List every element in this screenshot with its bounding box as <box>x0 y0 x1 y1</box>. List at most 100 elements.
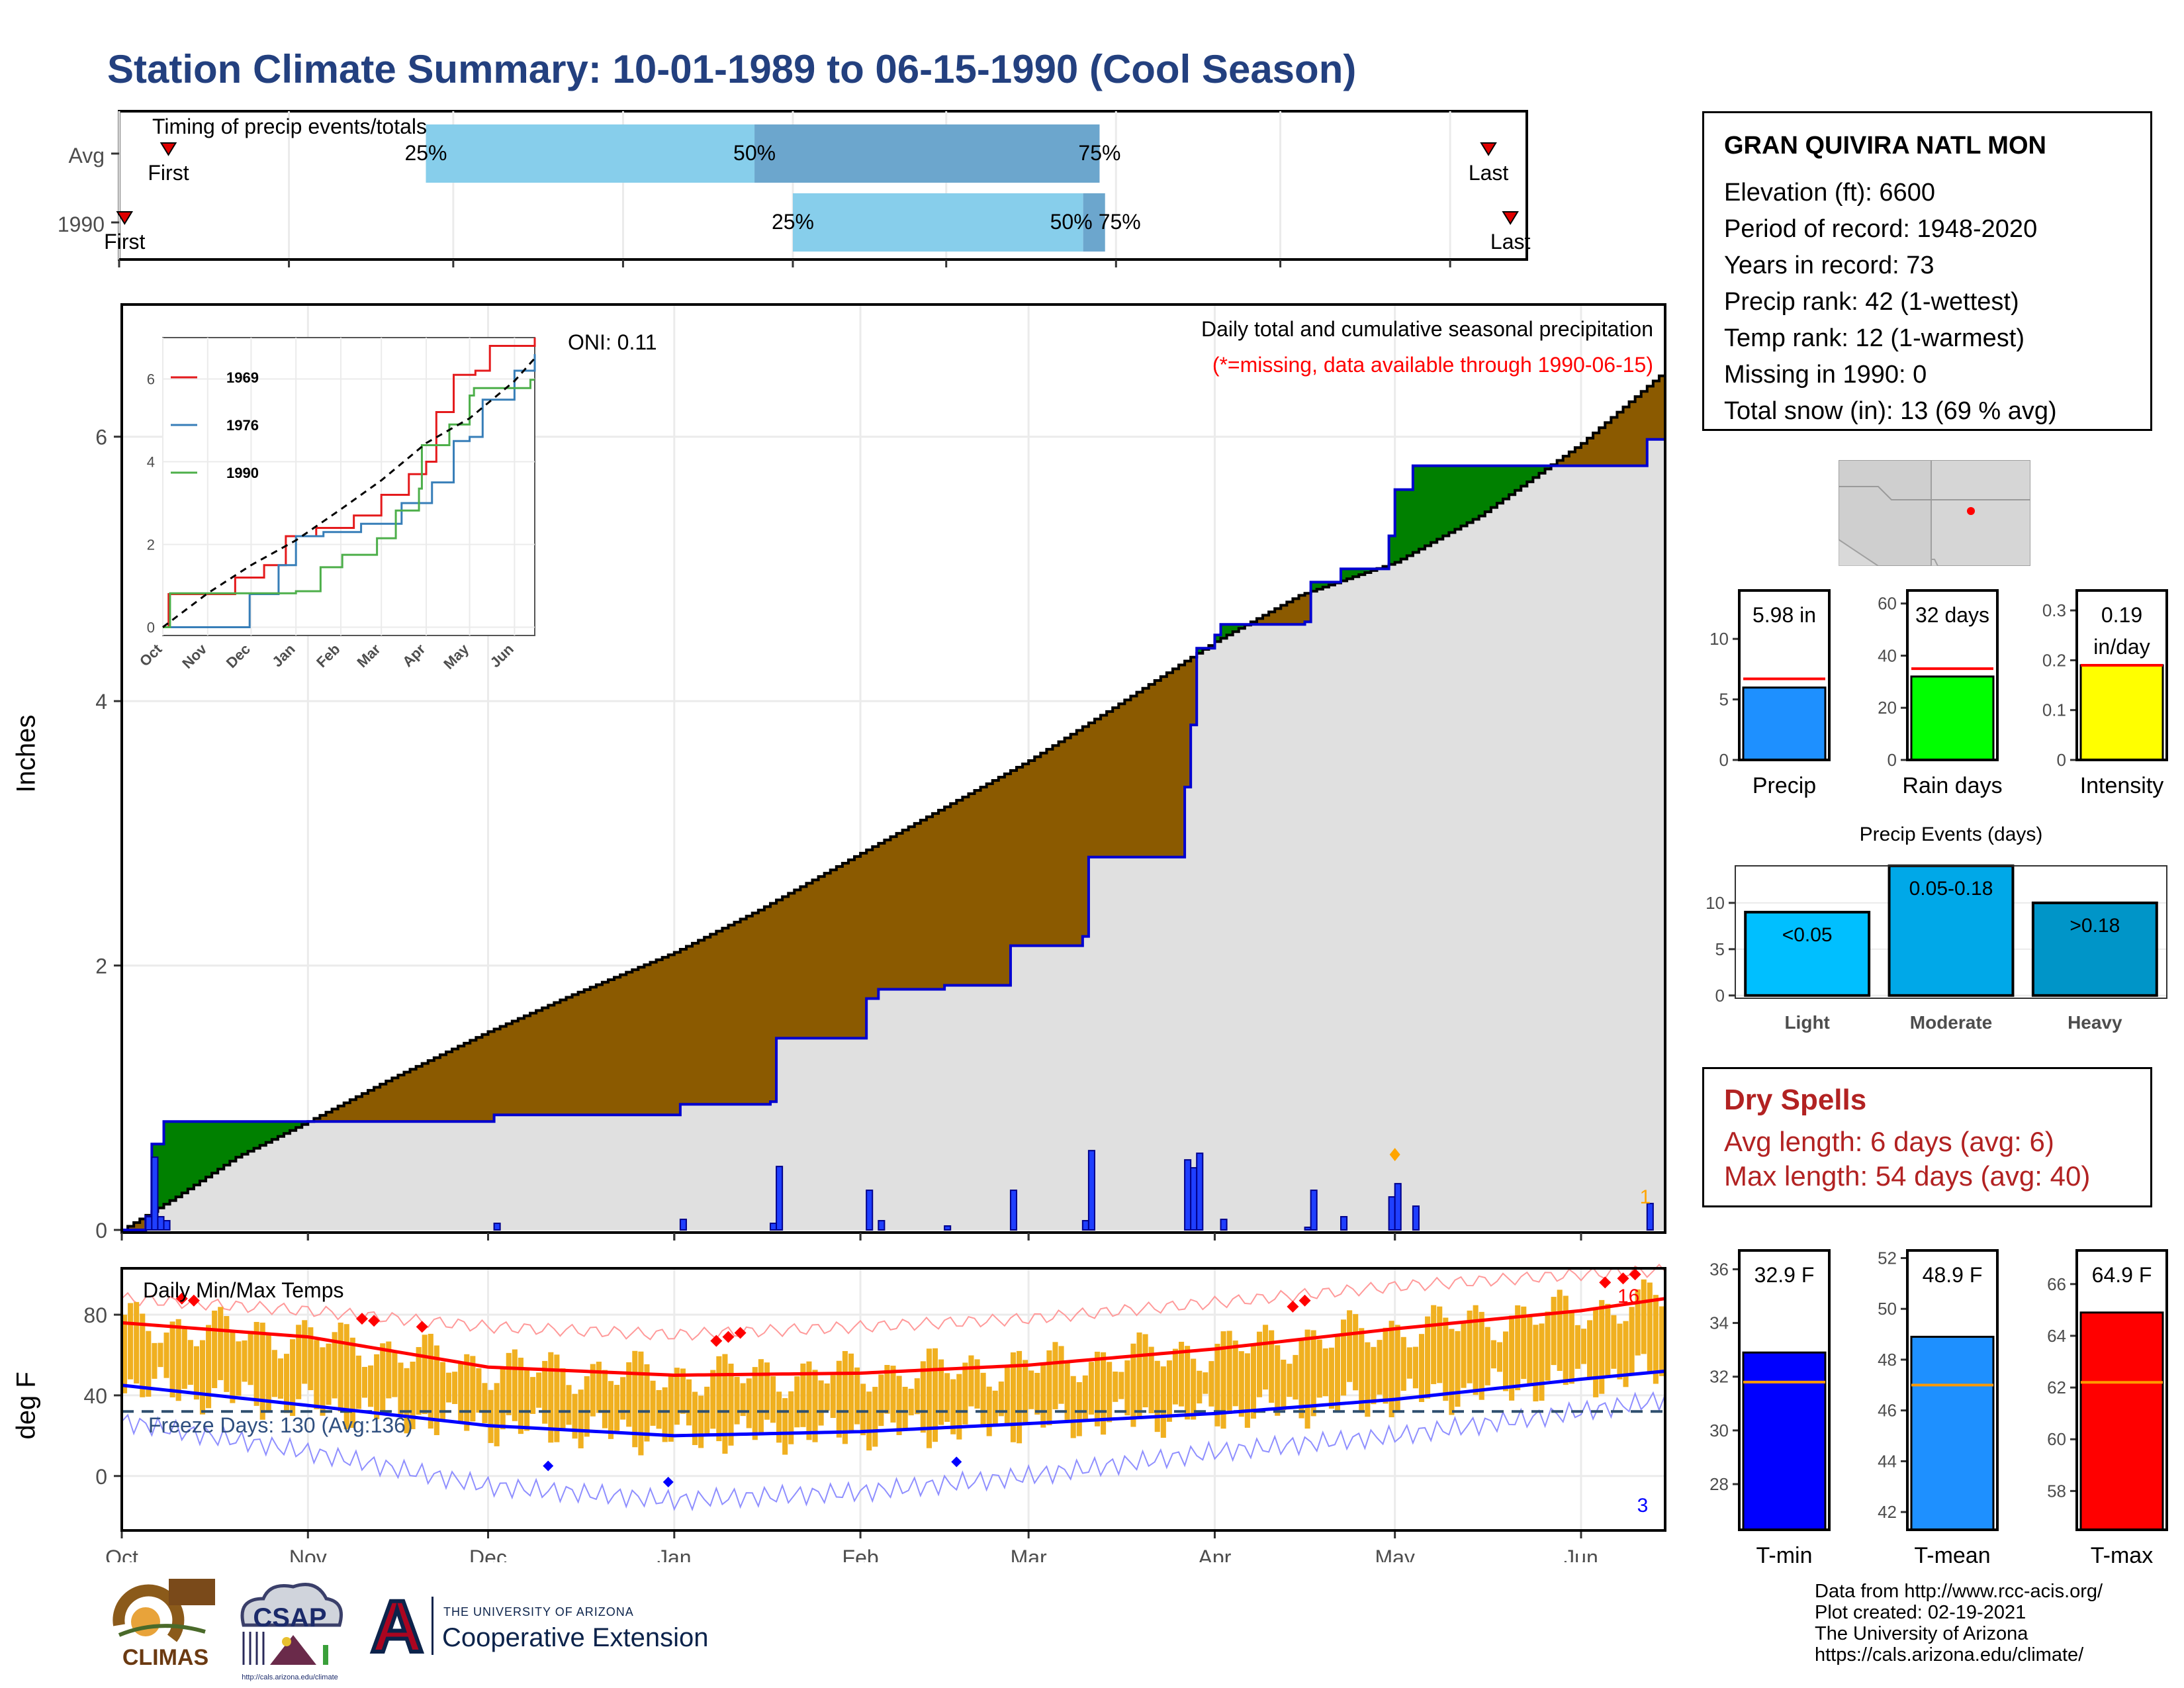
temps-daily-bar-196 <box>1298 1340 1304 1419</box>
footer-credits: Data from http://www.rcc-acis.org/ Plot … <box>1815 1581 2103 1665</box>
temps-daily-bar-85 <box>632 1350 638 1448</box>
temp-summary-2-ytick-label-1: 60 <box>2047 1429 2066 1449</box>
temps-record-high-marker-0 <box>175 1292 188 1305</box>
csap-logo: CSAP http://cals.arizona.edu/climate <box>240 1583 343 1681</box>
temps-daily-bar-48 <box>410 1361 416 1430</box>
temp-summary-0-category-label: T-min <box>1756 1543 1813 1568</box>
timing-marker-first <box>159 142 177 156</box>
temps-daily-bar-42 <box>374 1354 380 1419</box>
precip-oni: ONI: 0.11 <box>568 330 657 354</box>
temps-daily-bar-132 <box>914 1378 920 1415</box>
timing-label-q25: 25% <box>404 141 447 165</box>
temps-daily-bar-166 <box>1118 1372 1124 1399</box>
temps-daily-bar-18 <box>230 1331 236 1403</box>
temps-record-high-marker-10 <box>1599 1276 1612 1289</box>
temps-daily-bar-104 <box>746 1378 752 1429</box>
temps-daily-bar-207 <box>1365 1342 1371 1417</box>
precip-subtitle: (*=missing, data available through 1990-… <box>1212 353 1653 377</box>
temps-daily-bar-137 <box>944 1373 950 1422</box>
temps-daily-bar-139 <box>956 1374 962 1440</box>
precip-summary-1-category-label: Rain days <box>1902 773 2002 798</box>
temps-daily-bar-177 <box>1185 1346 1191 1420</box>
precip-events-bar-label-2: >0.18 <box>2070 915 2120 937</box>
temps-daily-bar-27 <box>283 1354 290 1413</box>
temps-daily-bar-178 <box>1191 1358 1197 1420</box>
temps-daily-bar-173 <box>1160 1366 1166 1438</box>
temps-daily-bar-66 <box>518 1358 523 1434</box>
temps-daily-bar-127 <box>884 1364 890 1414</box>
temps-daily-bar-82 <box>614 1385 620 1431</box>
temps-daily-bar-80 <box>602 1370 608 1429</box>
temp-summary-1-category-label: T-mean <box>1914 1543 1990 1568</box>
temps-daily-bar-124 <box>866 1391 872 1451</box>
temp-summary-0-ytick-label-4: 36 <box>1709 1259 1729 1279</box>
temps-daily-bar-96 <box>698 1395 704 1448</box>
temps-record-high-marker-6 <box>722 1331 735 1343</box>
temps-daily-bar-190 <box>1263 1325 1269 1390</box>
precip-daily-bar-3 <box>163 1220 171 1231</box>
inset-ytick-label-0: 0 <box>147 620 155 636</box>
temps-daily-bar-187 <box>1244 1353 1250 1428</box>
temps-daily-bar-238 <box>1551 1297 1557 1366</box>
temps-daily-bar-181 <box>1208 1361 1214 1407</box>
temps-daily-bar-256 <box>1659 1306 1664 1376</box>
inset-series-line-2 <box>163 379 535 628</box>
precip-events-ytick-label-1: 5 <box>1715 939 1725 959</box>
temps-xtick-label-5: Mar <box>1011 1546 1047 1562</box>
temps-daily-bar-203 <box>1341 1319 1347 1396</box>
temps-daily-bar-93 <box>680 1368 686 1414</box>
temps-daily-bar-226 <box>1479 1311 1484 1400</box>
temp-summary-0-ytick-label-2: 32 <box>1709 1367 1729 1387</box>
temps-daily-bar-1 <box>128 1303 134 1380</box>
timing-row-label: 1990 <box>58 212 105 236</box>
temps-daily-bar-183 <box>1220 1331 1226 1429</box>
precip-snow-marker <box>1389 1148 1400 1162</box>
precip-summary-1-bar <box>1910 675 1995 761</box>
temps-daily-bar-22 <box>253 1321 259 1406</box>
precip-daily-bar-14 <box>1184 1159 1192 1231</box>
temps-daily-bar-31 <box>308 1327 314 1391</box>
temps-xtick-label-7: May <box>1375 1546 1414 1562</box>
temps-daily-bar-87 <box>644 1364 650 1442</box>
precip-summary-2-ytick-label-3: 0.3 <box>2042 600 2066 620</box>
temps-daily-bar-109 <box>776 1391 782 1443</box>
temps-daily-bar-233 <box>1521 1306 1527 1380</box>
temps-daily-bar-54 <box>445 1372 452 1403</box>
temps-daily-bar-26 <box>277 1358 283 1399</box>
timing-bar-q25-q50 <box>426 124 755 183</box>
temps-daily-bar-156 <box>1058 1346 1064 1404</box>
precip-daily-bar-2 <box>157 1216 165 1231</box>
temps-daily-bar-81 <box>608 1381 614 1439</box>
climas-text: CLIMAS <box>122 1645 208 1670</box>
temps-daily-bar-195 <box>1293 1354 1298 1400</box>
temps-daily-bar-133 <box>920 1361 926 1433</box>
temps-daily-bar-250 <box>1623 1321 1629 1387</box>
temps-title: Daily Min/Max Temps <box>143 1278 343 1302</box>
precip-events-ytick-label-2: 10 <box>1706 893 1725 913</box>
temps-daily-bar-239 <box>1557 1289 1563 1371</box>
precip-events-bar-label-1: 0.05-0.18 <box>1909 878 1993 900</box>
temp-summary-1-ytick-label-2: 46 <box>1878 1401 1897 1421</box>
temps-daily-bar-105 <box>752 1367 758 1440</box>
precip-summary-0-value-label: 5.98 in <box>1752 603 1816 627</box>
temps-daily-bar-154 <box>1046 1350 1052 1426</box>
temps-daily-bar-155 <box>1052 1342 1058 1409</box>
temps-daily-bar-57 <box>464 1354 470 1431</box>
precip-daily-bar-19 <box>1310 1190 1318 1231</box>
temps-daily-bar-119 <box>836 1360 842 1438</box>
precip-ytick-label-3: 6 <box>95 426 107 449</box>
temps-freeze-annotation: Freeze Days: 130 (Avg:136) <box>148 1413 413 1437</box>
temps-daily-bar-180 <box>1203 1372 1208 1394</box>
temps-daily-bar-0 <box>122 1315 128 1393</box>
temps-daily-bar-20 <box>242 1340 248 1382</box>
temps-daily-bar-6 <box>158 1342 163 1368</box>
temp-summary-1-ytick-label-5: 52 <box>1878 1248 1897 1268</box>
precip-ylabel: Inches <box>11 714 41 793</box>
temps-daily-bar-129 <box>896 1376 902 1435</box>
temps-daily-bar-40 <box>361 1366 368 1398</box>
precip-daily-bar-12 <box>1081 1220 1089 1231</box>
precip-summary-1-ytick-label-1: 20 <box>1878 698 1897 718</box>
station-temp-rank: Temp rank: 12 (1-warmest) <box>1724 324 2025 352</box>
temps-daily-bar-253 <box>1641 1279 1647 1354</box>
inset-frame <box>162 337 535 636</box>
